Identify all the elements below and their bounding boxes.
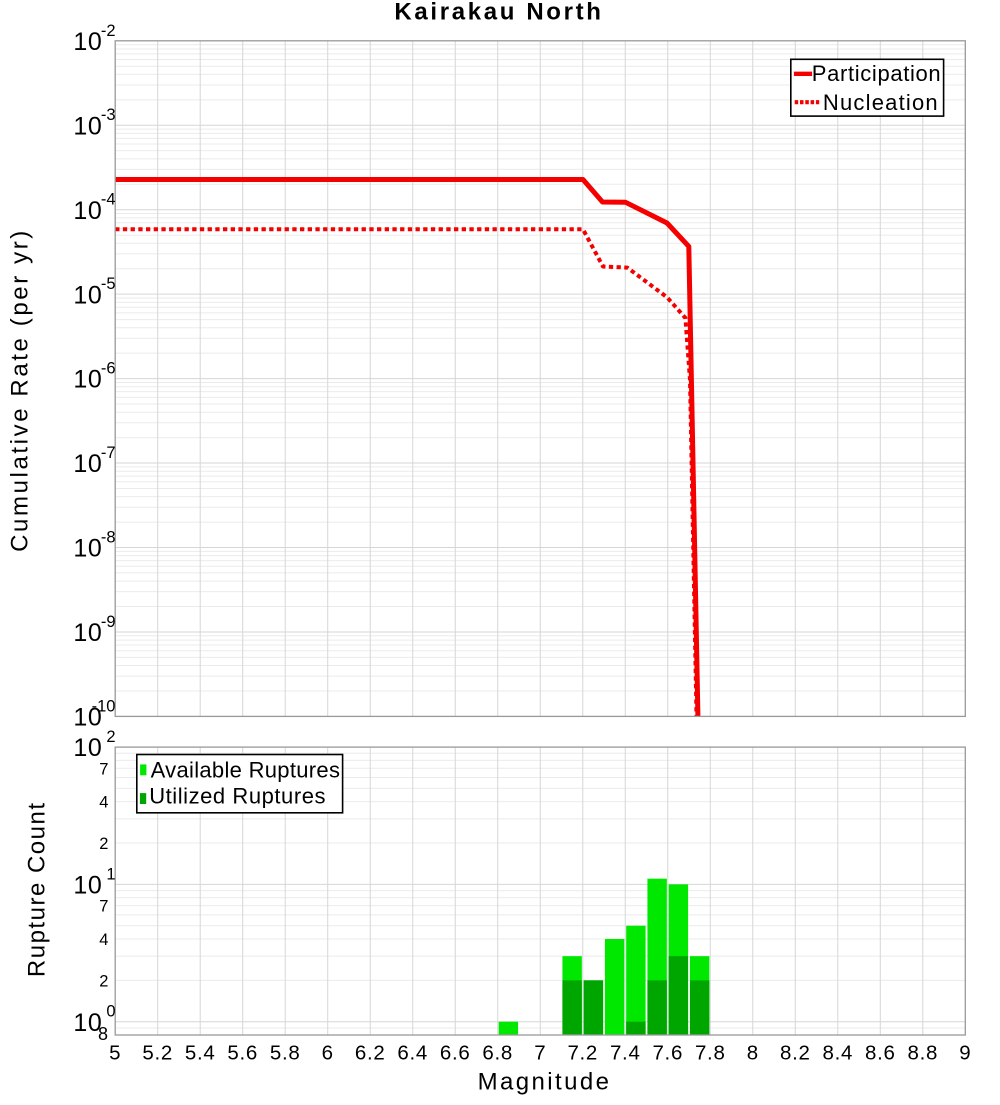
- svg-text:10: 10: [73, 619, 102, 647]
- svg-text:8.8: 8.8: [907, 1042, 938, 1065]
- svg-text:6.4: 6.4: [397, 1042, 428, 1065]
- svg-text:-6: -6: [101, 360, 116, 378]
- svg-text:10: 10: [73, 704, 102, 732]
- svg-text:-4: -4: [101, 191, 116, 209]
- svg-text:Rupture Count: Rupture Count: [24, 802, 51, 978]
- svg-text:7.2: 7.2: [567, 1042, 598, 1065]
- svg-text:8.6: 8.6: [865, 1042, 896, 1065]
- svg-text:0: 0: [106, 1003, 115, 1021]
- svg-text:2: 2: [106, 728, 115, 746]
- svg-text:-10: -10: [92, 697, 116, 715]
- svg-text:6: 6: [322, 1042, 334, 1065]
- svg-text:10: 10: [73, 1009, 102, 1037]
- svg-text:6.6: 6.6: [440, 1042, 471, 1065]
- svg-text:7: 7: [99, 898, 108, 916]
- svg-text:9: 9: [959, 1042, 971, 1065]
- svg-text:2: 2: [99, 835, 108, 853]
- svg-text:Utilized Ruptures: Utilized Ruptures: [149, 784, 326, 809]
- svg-text:2: 2: [99, 972, 108, 990]
- svg-text:5.2: 5.2: [142, 1042, 173, 1065]
- svg-text:Kairakau North: Kairakau North: [394, 0, 603, 26]
- svg-text:7.6: 7.6: [652, 1042, 683, 1065]
- svg-text:8: 8: [98, 1024, 108, 1044]
- svg-text:10: 10: [73, 872, 102, 900]
- svg-text:7.8: 7.8: [695, 1042, 726, 1065]
- svg-text:10: 10: [73, 197, 102, 225]
- svg-text:10: 10: [73, 366, 102, 394]
- svg-text:8: 8: [747, 1042, 759, 1065]
- svg-text:10: 10: [73, 281, 102, 309]
- svg-text:7.4: 7.4: [610, 1042, 641, 1065]
- svg-text:10: 10: [73, 450, 102, 478]
- svg-text:Magnitude: Magnitude: [478, 1069, 612, 1096]
- svg-text:-8: -8: [101, 529, 116, 547]
- svg-text:8.4: 8.4: [822, 1042, 853, 1065]
- svg-text:5: 5: [109, 1042, 121, 1065]
- svg-text:7: 7: [99, 760, 108, 778]
- svg-text:-3: -3: [101, 106, 116, 124]
- svg-text:7: 7: [534, 1042, 546, 1065]
- svg-text:1: 1: [106, 865, 115, 883]
- svg-text:Cumulative Rate (per yr): Cumulative Rate (per yr): [7, 228, 34, 552]
- svg-text:Participation: Participation: [812, 61, 942, 86]
- svg-text:8.2: 8.2: [780, 1042, 811, 1065]
- svg-text:-2: -2: [101, 22, 116, 40]
- svg-text:6.8: 6.8: [482, 1042, 513, 1065]
- svg-text:Available Ruptures: Available Ruptures: [151, 758, 341, 783]
- svg-text:5.4: 5.4: [185, 1042, 216, 1065]
- svg-text:6.2: 6.2: [355, 1042, 386, 1065]
- svg-text:5.8: 5.8: [270, 1042, 301, 1065]
- svg-text:-7: -7: [101, 444, 116, 462]
- svg-text:10: 10: [73, 734, 102, 762]
- svg-text:Nucleation: Nucleation: [823, 90, 939, 115]
- svg-text:10: 10: [73, 535, 102, 563]
- svg-text:-9: -9: [101, 613, 116, 631]
- svg-text:4: 4: [99, 931, 108, 949]
- svg-text:-5: -5: [101, 275, 116, 293]
- svg-text:10: 10: [73, 28, 102, 56]
- svg-text:5.6: 5.6: [227, 1042, 258, 1065]
- svg-text:4: 4: [99, 794, 108, 812]
- svg-text:10: 10: [73, 112, 102, 140]
